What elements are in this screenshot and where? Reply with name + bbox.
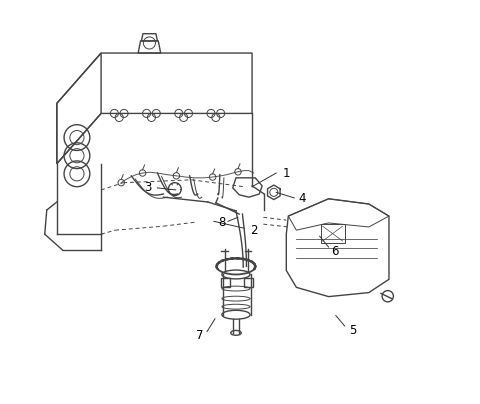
- Text: 3: 3: [144, 181, 151, 194]
- Text: 6: 6: [331, 244, 338, 258]
- Text: 8: 8: [218, 217, 226, 229]
- Text: 4: 4: [299, 192, 306, 205]
- Text: 1: 1: [283, 166, 290, 179]
- Text: 5: 5: [349, 324, 357, 337]
- Text: 7: 7: [196, 329, 204, 342]
- Text: 2: 2: [251, 224, 258, 237]
